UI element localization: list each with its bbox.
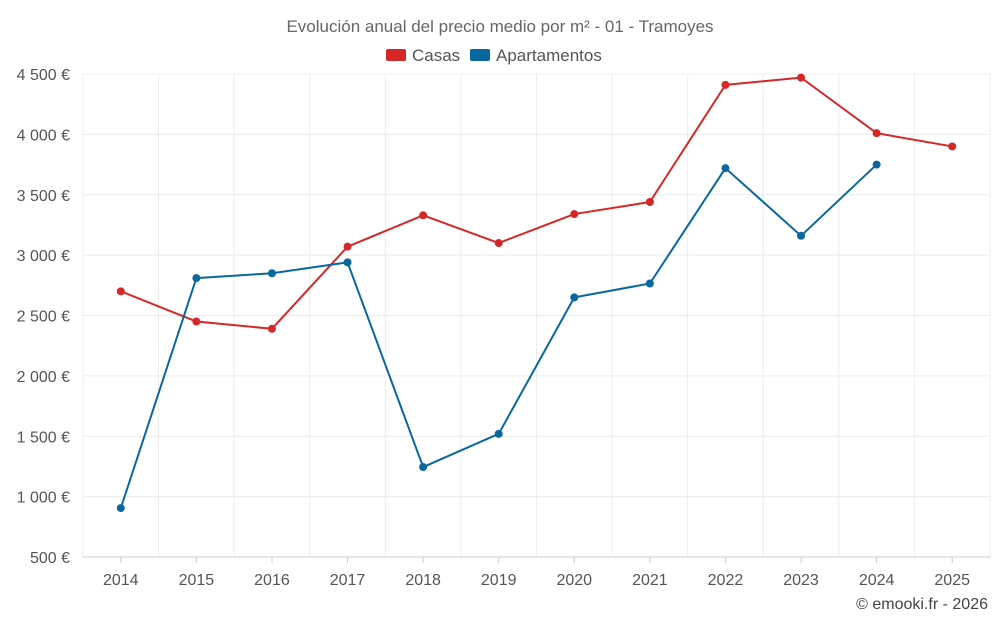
x-tick-label: 2020 — [556, 572, 592, 589]
series-layer — [116, 73, 957, 513]
data-point-apartamentos-2024[interactable] — [872, 160, 881, 169]
data-point-casas-2015[interactable] — [192, 317, 201, 326]
y-tick-label: 2 500 € — [17, 309, 70, 326]
data-point-casas-2025[interactable] — [948, 142, 957, 151]
x-tick-label: 2018 — [405, 572, 441, 589]
y-tick-label: 1 500 € — [17, 429, 70, 446]
x-tick-label: 2021 — [632, 572, 668, 589]
data-point-apartamentos-2020[interactable] — [570, 293, 579, 302]
data-point-apartamentos-2014[interactable] — [116, 504, 125, 513]
y-tick-label: 3 000 € — [17, 248, 70, 265]
data-point-apartamentos-2021[interactable] — [645, 279, 654, 288]
y-tick-label: 4 000 € — [17, 127, 70, 144]
y-tick-label: 500 € — [30, 550, 70, 567]
legend-label-apartamentos: Apartamentos — [496, 46, 602, 65]
data-point-apartamentos-2022[interactable] — [721, 164, 730, 173]
x-tick-label: 2022 — [708, 572, 744, 589]
chart-title: Evolución anual del precio medio por m² … — [286, 17, 713, 36]
data-point-casas-2024[interactable] — [872, 129, 881, 138]
x-tick-label: 2016 — [254, 572, 290, 589]
series-line-casas — [120, 76, 953, 330]
data-point-casas-2020[interactable] — [570, 210, 579, 219]
x-tick-label: 2014 — [103, 572, 139, 589]
legend-label-casas: Casas — [412, 46, 460, 65]
x-tick-label: 2019 — [481, 572, 517, 589]
data-point-apartamentos-2018[interactable] — [419, 463, 428, 472]
data-point-casas-2014[interactable] — [116, 287, 125, 296]
y-tick-label: 4 500 € — [17, 67, 70, 84]
legend-swatch-apartamentos — [470, 49, 490, 61]
axes: 500 € 1 000 € 1 500 € 2 000 € 2 500 € 3 000 €… — [17, 67, 990, 589]
legend[interactable]: Casas Apartamentos — [386, 46, 602, 65]
x-tick-label: 2015 — [179, 572, 215, 589]
legend-swatch-casas — [386, 49, 406, 61]
legend-item-casas[interactable]: Casas — [386, 46, 460, 65]
series-casas — [116, 73, 957, 333]
x-tick-label: 2024 — [859, 572, 895, 589]
y-tick-label: 3 500 € — [17, 188, 70, 205]
data-point-casas-2022[interactable] — [721, 80, 730, 89]
data-point-apartamentos-2017[interactable] — [343, 258, 352, 267]
data-point-casas-2016[interactable] — [267, 324, 276, 333]
x-tick-label: 2025 — [934, 572, 970, 589]
data-point-apartamentos-2016[interactable] — [267, 269, 276, 278]
legend-item-apartamentos[interactable]: Apartamentos — [470, 46, 602, 65]
data-point-casas-2023[interactable] — [797, 73, 806, 82]
data-point-casas-2019[interactable] — [494, 239, 503, 248]
data-point-apartamentos-2019[interactable] — [494, 429, 503, 438]
x-tick-label: 2017 — [330, 572, 366, 589]
credit-text: © emooki.fr - 2026 — [856, 596, 988, 613]
data-point-casas-2018[interactable] — [419, 211, 428, 220]
y-tick-label: 1 000 € — [17, 490, 70, 507]
data-point-apartamentos-2023[interactable] — [797, 231, 806, 240]
series-apartamentos — [116, 160, 881, 513]
x-tick-label: 2023 — [783, 572, 819, 589]
y-tick-label: 2 000 € — [17, 369, 70, 386]
gridlines — [82, 73, 991, 557]
data-point-casas-2021[interactable] — [645, 197, 654, 206]
data-point-apartamentos-2015[interactable] — [192, 274, 201, 283]
data-point-casas-2017[interactable] — [343, 242, 352, 251]
